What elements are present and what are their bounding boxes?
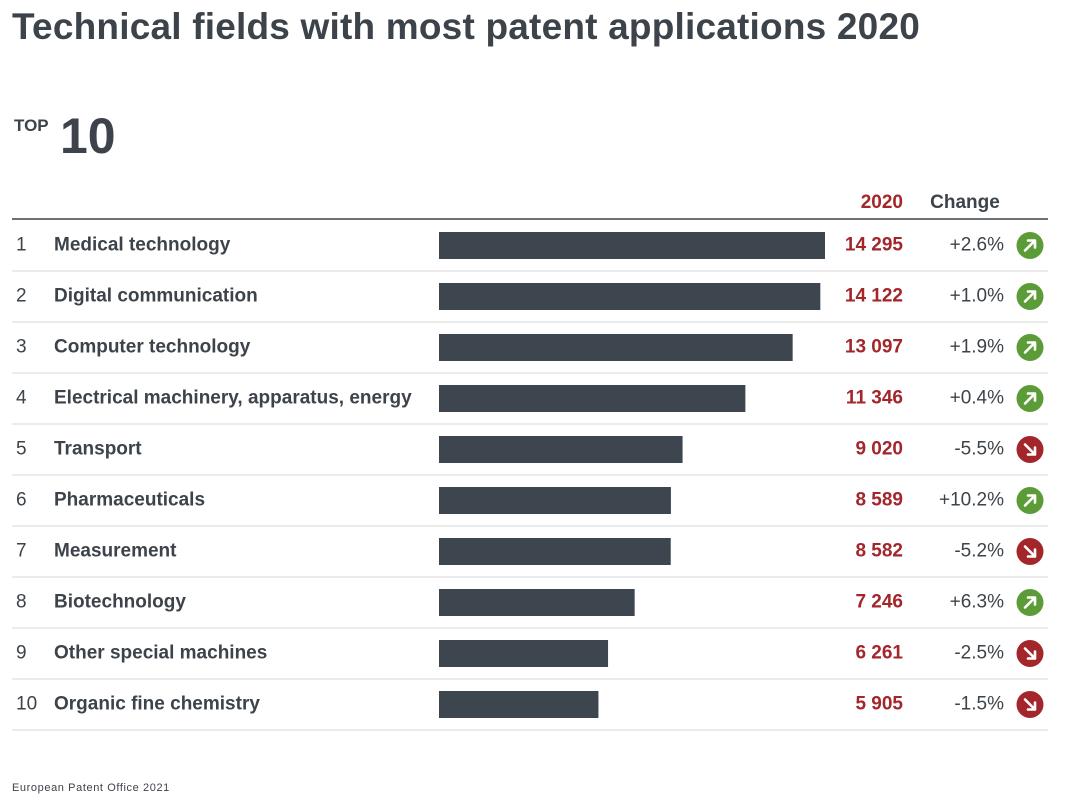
change-label: -1.5% [954,694,1004,715]
field-label: Transport [54,439,142,460]
change-label: +1.9% [950,337,1005,358]
value-label: 9 020 [855,439,903,460]
field-label: Pharmaceuticals [54,490,205,511]
value-label: 7 246 [855,592,903,613]
value-label: 11 346 [846,388,903,409]
rank-label: 3 [16,337,27,358]
arrow-up-icon [1016,487,1044,514]
arrow-glyph [1023,596,1037,609]
rank-label: 5 [16,439,27,460]
value-label: 8 589 [855,490,903,511]
arrow-glyph [1023,341,1037,354]
rank-label: 4 [16,388,27,409]
bar [439,334,793,361]
change-label: +0.4% [950,388,1005,409]
arrow-up-icon [1016,589,1044,616]
arrow-up-icon [1016,385,1044,412]
rank-label: 1 [16,235,27,256]
bar [439,436,683,463]
column-header-2020: 2020 [860,192,903,213]
arrow-down-icon [1016,538,1044,565]
field-label: Medical technology [54,235,231,256]
field-label: Other special machines [54,643,267,664]
top-number: 10 [60,108,116,164]
chart-title: Technical fields with most patent applic… [12,6,921,47]
source-footer: European Patent Office 2021 [12,782,170,794]
change-label: +2.6% [950,235,1005,256]
field-label: Electrical machinery, apparatus, energy [54,388,412,409]
top-label: TOP [14,116,49,135]
value-label: 5 905 [855,694,903,715]
change-label: -2.5% [954,643,1004,664]
value-label: 13 097 [845,337,903,358]
arrow-glyph [1023,647,1037,660]
field-label: Biotechnology [54,592,186,613]
change-label: -5.2% [954,541,1004,562]
value-label: 6 261 [855,643,903,664]
arrow-glyph [1023,545,1037,558]
arrow-down-icon [1016,640,1044,667]
field-label: Measurement [54,541,177,562]
rank-label: 6 [16,490,27,511]
bar [439,385,746,412]
arrow-glyph [1023,443,1037,456]
bar [439,691,599,718]
arrow-glyph [1023,290,1037,303]
arrow-up-icon [1016,334,1044,361]
header-divider [12,218,1048,220]
value-label: 8 582 [855,541,903,562]
field-label: Organic fine chemistry [54,694,260,715]
arrow-up-icon [1016,283,1044,310]
rank-label: 8 [16,592,27,613]
bar [439,283,821,310]
rank-label: 2 [16,286,27,307]
bar [439,538,671,565]
bar [439,589,635,616]
bar [439,640,609,667]
arrow-glyph [1023,392,1037,405]
change-label: +1.0% [950,286,1005,307]
rank-label: 9 [16,643,27,664]
column-header-change: Change [930,192,1000,213]
change-label: -5.5% [954,439,1004,460]
rank-label: 7 [16,541,27,562]
field-label: Digital communication [54,286,258,307]
change-label: +6.3% [950,592,1005,613]
arrow-down-icon [1016,436,1044,463]
value-label: 14 122 [845,286,903,307]
arrow-up-icon [1016,232,1044,259]
arrow-glyph [1023,698,1037,711]
arrow-down-icon [1016,691,1044,718]
field-label: Computer technology [54,337,251,358]
value-label: 14 295 [845,235,904,256]
arrow-glyph [1023,239,1037,252]
arrow-glyph [1023,494,1037,507]
bar [439,232,825,259]
bar [439,487,671,514]
change-label: +10.2% [939,490,1004,511]
rank-label: 10 [16,694,37,715]
